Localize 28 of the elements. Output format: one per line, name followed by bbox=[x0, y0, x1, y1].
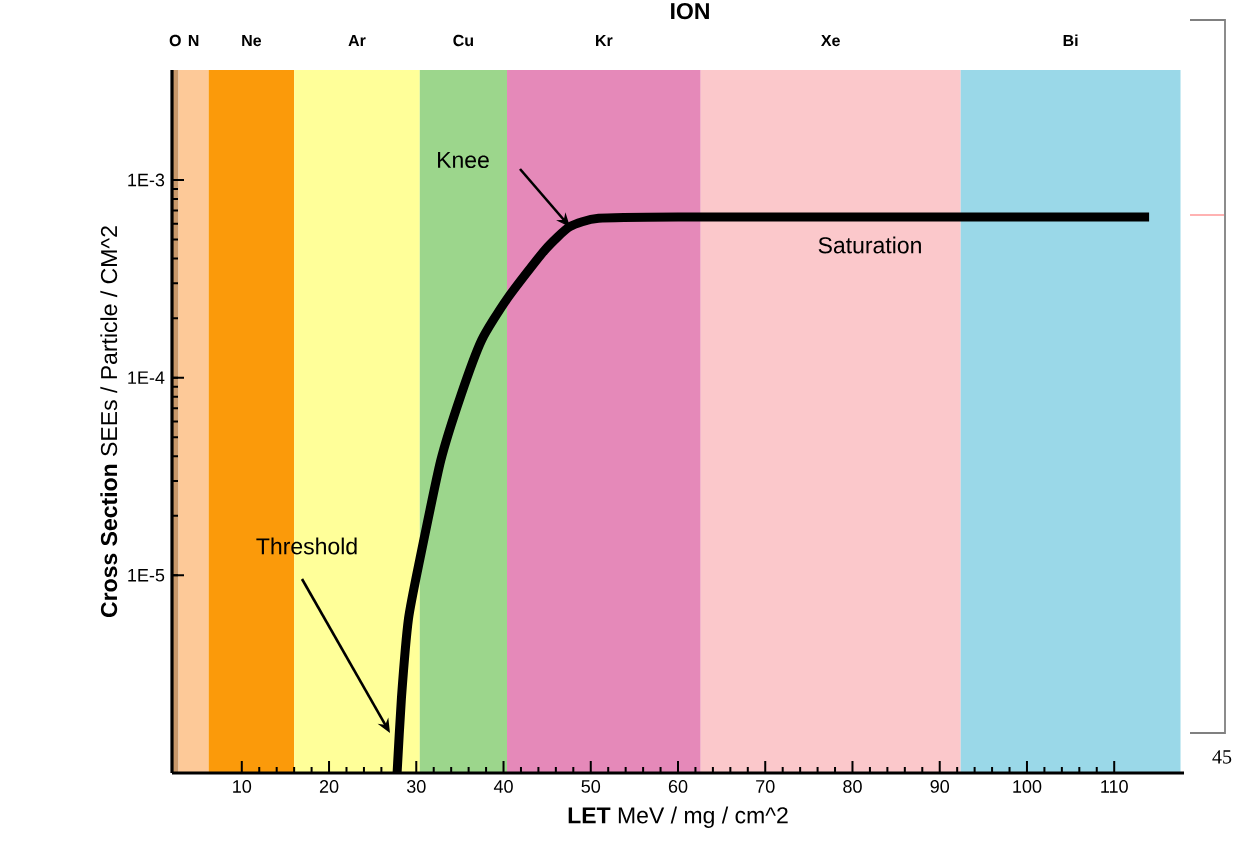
x-tick-label: 10 bbox=[233, 780, 252, 793]
y-tick-label: 1E-4 bbox=[128, 371, 165, 384]
y-axis-title: Cross Section SEEs / Particle / CM^2 bbox=[100, 226, 118, 618]
x-tick-label: 110 bbox=[1101, 780, 1128, 793]
x-tick-label: 20 bbox=[319, 780, 339, 793]
band-label: Ne bbox=[242, 34, 262, 47]
annotation: Knee bbox=[438, 151, 489, 168]
x-tick-label: 100 bbox=[1013, 780, 1042, 793]
band-label: O bbox=[169, 34, 181, 47]
chart-title: ION bbox=[671, 2, 709, 20]
x-tick-label: 60 bbox=[668, 780, 688, 793]
band-label: Cu bbox=[453, 34, 473, 47]
x-tick-label: 30 bbox=[406, 780, 426, 793]
x-tick-label: 80 bbox=[843, 780, 862, 793]
y-tick-label: 1E-3 bbox=[128, 173, 165, 187]
band-label: N bbox=[188, 34, 199, 46]
x-tick-label: 40 bbox=[493, 780, 513, 793]
band-label: Ar bbox=[348, 34, 366, 46]
annotation: Saturation bbox=[818, 236, 921, 254]
band-label: Bi bbox=[1063, 34, 1078, 46]
y-tick-label: 1E-5 bbox=[128, 569, 165, 582]
x-axis-title: LET MeV / mg / cm^2 bbox=[568, 806, 788, 828]
text: 45 bbox=[1212, 750, 1232, 764]
x-tick-label: 50 bbox=[581, 780, 601, 793]
x-tick-label: 70 bbox=[756, 780, 775, 793]
x-tick-label: 90 bbox=[930, 780, 950, 793]
band-label: Kr bbox=[596, 34, 613, 46]
band-label: Xe bbox=[821, 34, 840, 47]
